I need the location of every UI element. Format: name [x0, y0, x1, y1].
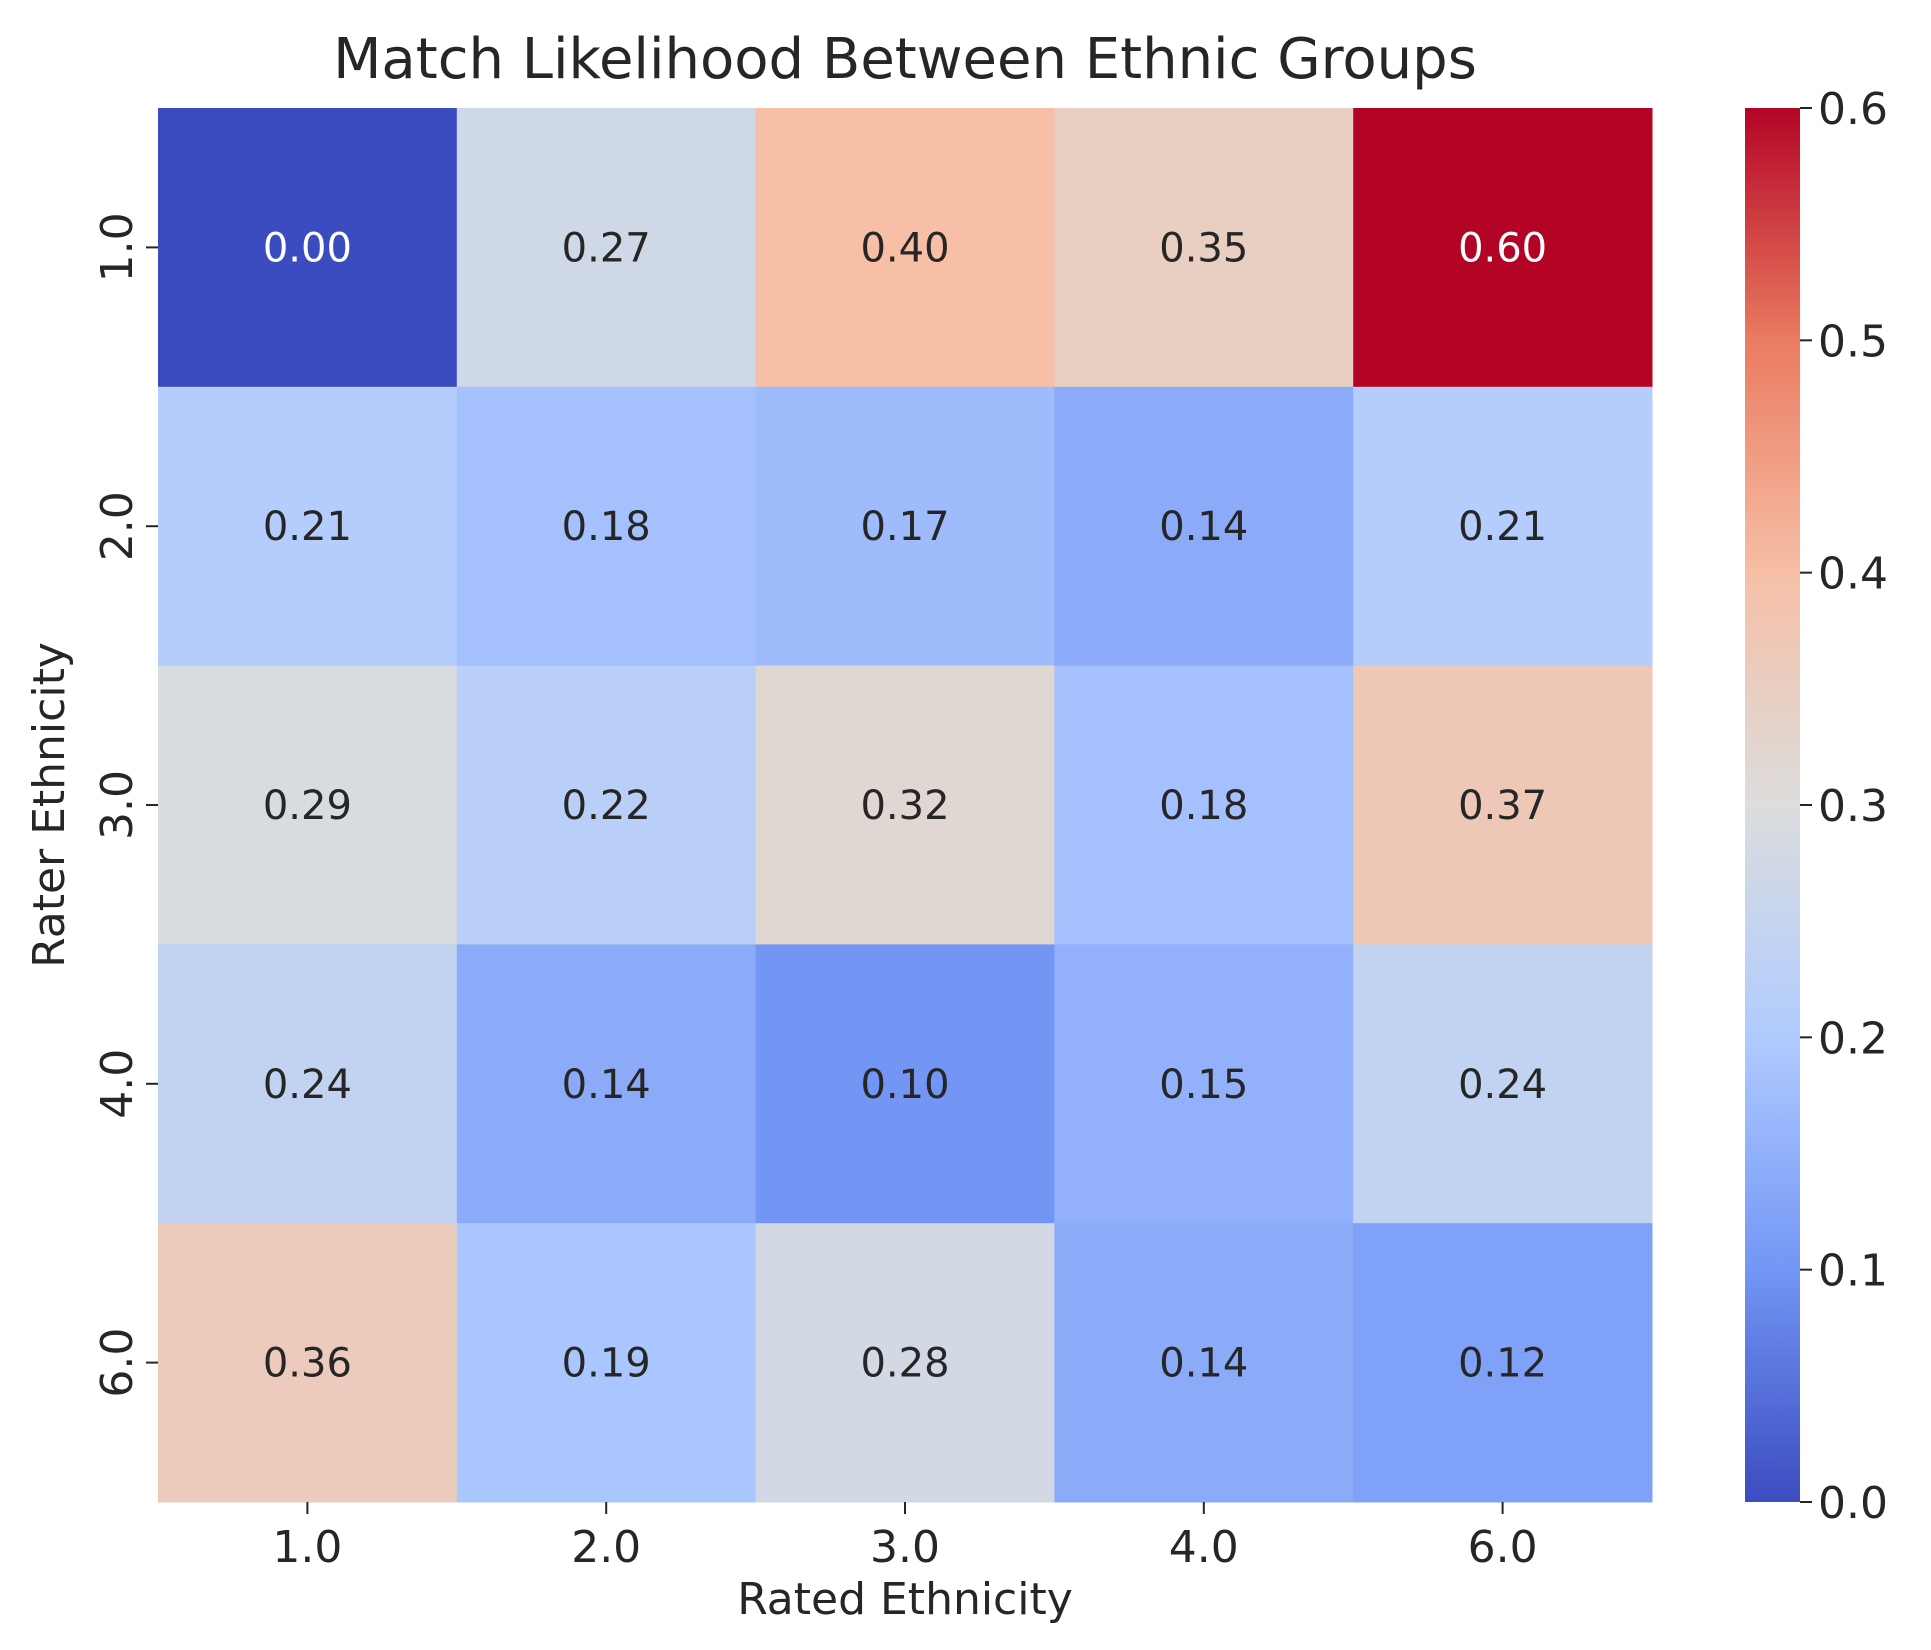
cell-value-label: 0.15 — [1159, 1062, 1248, 1108]
cell-value-label: 0.10 — [860, 1062, 949, 1108]
heatmap-cell — [158, 1223, 458, 1503]
heatmap-cell — [456, 665, 757, 945]
colorbar-tick-label: 0.4 — [1818, 549, 1888, 600]
cell-value-label: 0.00 — [263, 225, 352, 271]
cell-value-label: 0.14 — [1159, 504, 1248, 550]
colorbar-tick-label: 0.5 — [1818, 316, 1888, 367]
colorbar-tick-label: 0.1 — [1818, 1246, 1888, 1297]
heatmap-cell — [1054, 108, 1354, 388]
cell-value-label: 0.22 — [562, 783, 651, 829]
colorbar-tick-label: 0.3 — [1818, 781, 1888, 832]
heatmap-cell — [1054, 665, 1354, 945]
cell-value-label: 0.19 — [562, 1341, 651, 1387]
cell-value-label: 0.14 — [1159, 1341, 1248, 1387]
y-tick-label: 4.0 — [92, 1049, 143, 1119]
chart-title: Match Likelihood Between Ethnic Groups — [333, 27, 1477, 92]
cell-value-label: 0.29 — [263, 783, 352, 829]
cell-value-label: 0.27 — [562, 225, 651, 271]
x-axis-ticks: 1.0 2.0 3.0 4.0 6.0 — [272, 1502, 1538, 1573]
heatmap-cell — [1054, 944, 1354, 1224]
heatmap-cell — [456, 386, 757, 667]
heatmap-cell — [1353, 108, 1653, 388]
colorbar-ticks: 0.0 0.1 0.2 0.3 0.4 0.5 0.6 — [1800, 84, 1888, 1529]
y-tick-label: 3.0 — [92, 770, 143, 840]
heatmap-cell — [755, 108, 1055, 388]
heatmap-cell — [158, 386, 458, 667]
heatmap-cell — [755, 1223, 1055, 1503]
heatmap-cell — [1054, 386, 1354, 667]
heatmap-cell — [755, 665, 1055, 945]
cell-value-label: 0.12 — [1458, 1341, 1547, 1387]
heatmap-cell — [1353, 944, 1653, 1224]
colorbar-tick-label: 0.6 — [1818, 84, 1888, 135]
cell-value-label: 0.35 — [1159, 225, 1248, 271]
x-tick-label: 3.0 — [870, 1522, 940, 1573]
cell-value-label: 0.18 — [1159, 783, 1248, 829]
heatmap-cell — [456, 108, 757, 388]
heatmap-cell — [1353, 386, 1653, 667]
heatmap-cell — [1353, 665, 1653, 945]
y-tick-label: 6.0 — [92, 1328, 143, 1398]
cell-value-label: 0.28 — [860, 1341, 949, 1387]
y-axis-ticks: 1.0 2.0 3.0 4.0 6.0 — [92, 212, 158, 1398]
x-tick-label: 2.0 — [571, 1522, 641, 1573]
x-tick-label: 1.0 — [272, 1522, 342, 1573]
cell-value-label: 0.17 — [860, 504, 949, 550]
colorbar — [1745, 108, 1800, 1502]
heatmap-cells — [158, 108, 1653, 1503]
cell-value-label: 0.60 — [1458, 225, 1547, 271]
heatmap-cell — [1054, 1223, 1354, 1503]
colorbar-tick-label: 0.0 — [1818, 1478, 1888, 1529]
heatmap-cell — [158, 944, 458, 1224]
heatmap-cell — [1353, 1223, 1653, 1503]
heatmap-cell — [755, 386, 1055, 667]
x-tick-label: 6.0 — [1468, 1522, 1538, 1573]
y-tick-label: 2.0 — [92, 491, 143, 561]
cell-value-label: 0.21 — [263, 504, 352, 550]
colorbar-tick-label: 0.2 — [1818, 1013, 1888, 1064]
cell-value-label: 0.21 — [1458, 504, 1547, 550]
heatmap-cell — [456, 1223, 757, 1503]
x-tick-label: 4.0 — [1169, 1522, 1239, 1573]
heatmap-cell — [158, 665, 458, 945]
heatmap-cell — [158, 108, 458, 388]
cell-value-label: 0.40 — [860, 225, 949, 271]
cell-value-label: 0.18 — [562, 504, 651, 550]
cell-value-label: 0.14 — [562, 1062, 651, 1108]
cell-value-label: 0.36 — [263, 1341, 352, 1387]
cell-value-label: 0.37 — [1458, 783, 1547, 829]
heatmap-cell — [456, 944, 757, 1224]
y-axis-label: Rater Ethnicity — [24, 642, 75, 968]
cell-value-label: 0.24 — [263, 1062, 352, 1108]
x-axis-label: Rated Ethnicity — [737, 1574, 1073, 1625]
y-tick-label: 1.0 — [92, 212, 143, 282]
heatmap-cell — [755, 944, 1055, 1224]
cell-value-label: 0.24 — [1458, 1062, 1547, 1108]
cell-value-label: 0.32 — [860, 783, 949, 829]
cell-value-labels: 0.00 0.27 0.40 0.35 0.60 0.21 0.18 0.17 0.14 0.21… — [263, 225, 1547, 1386]
